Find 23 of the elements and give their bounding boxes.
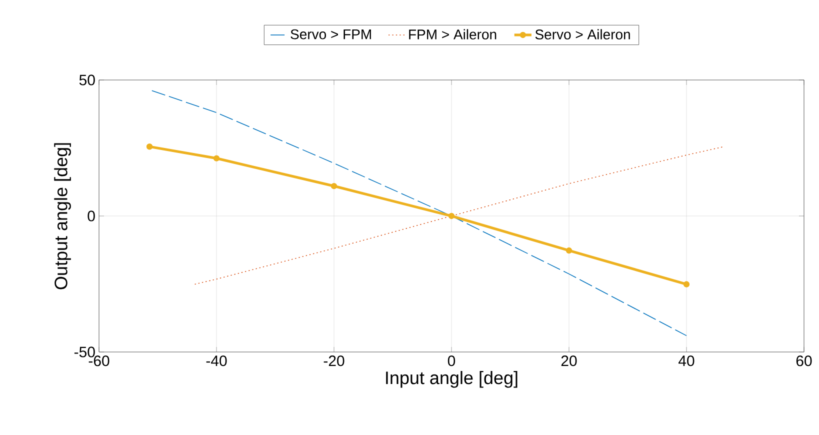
x-axis-title: Input angle [deg] bbox=[386, 371, 518, 388]
x-tick-label: 60 bbox=[796, 356, 812, 366]
legend-label: Servo > Aileron bbox=[535, 29, 630, 40]
point bbox=[448, 212, 455, 220]
line-series bbox=[194, 146, 724, 285]
x-tick-label: -60 bbox=[88, 356, 110, 366]
legend-label: FPM > Aileron bbox=[409, 29, 496, 40]
y-tick-label: 0 bbox=[88, 210, 95, 222]
legend-label: Servo > FPM bbox=[290, 29, 371, 40]
point bbox=[566, 247, 572, 254]
point bbox=[146, 144, 153, 150]
y-tick-label: -50 bbox=[74, 346, 95, 358]
point bbox=[213, 155, 220, 162]
line-series bbox=[151, 90, 687, 336]
x-tick-label: -40 bbox=[206, 356, 227, 366]
y-tick-label: 50 bbox=[79, 74, 95, 86]
x-tick-label: 40 bbox=[678, 356, 694, 366]
point bbox=[330, 182, 338, 190]
y-axis-title: Output angle [deg] bbox=[54, 143, 71, 290]
x-tick-label: 20 bbox=[561, 356, 577, 366]
point bbox=[683, 281, 690, 288]
x-tick-label: 0 bbox=[448, 356, 456, 366]
x-tick-label: -20 bbox=[324, 356, 344, 366]
